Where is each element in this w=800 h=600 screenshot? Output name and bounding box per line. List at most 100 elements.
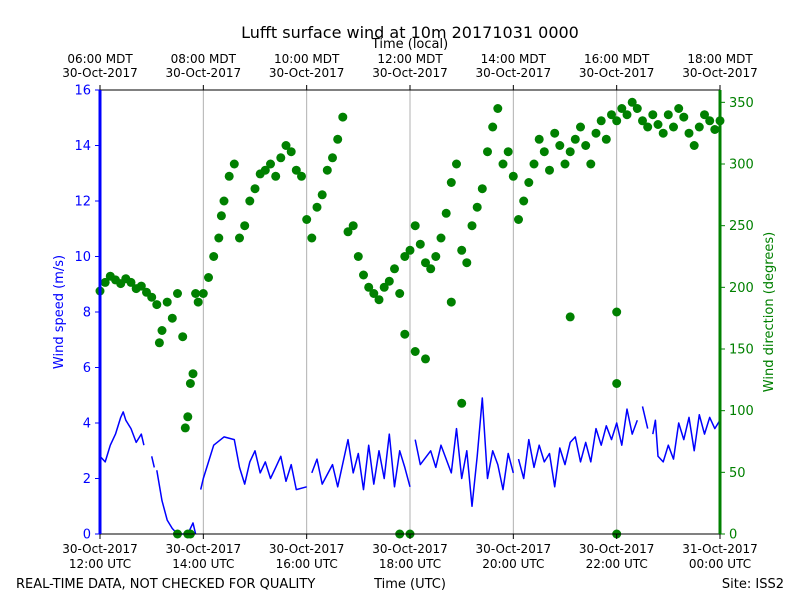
left-tick-label: 10	[74, 250, 91, 265]
wind-speed-line	[517, 408, 639, 488]
wind-direction-point	[214, 233, 224, 243]
wind-direction-point	[612, 379, 622, 388]
top-tick-label-date: 30-Oct-2017	[476, 66, 552, 80]
wind-direction-point	[415, 239, 425, 249]
wind-direction-point	[338, 112, 348, 122]
wind-direction-point	[219, 196, 229, 206]
wind-direction-point	[441, 208, 451, 218]
wind-direction-point	[281, 141, 291, 150]
wind-direction-point	[204, 273, 213, 282]
right-tick-label: 150	[729, 343, 754, 358]
wind-direction-point	[679, 112, 689, 122]
wind-direction-point	[426, 264, 436, 274]
wind-direction-point	[198, 289, 208, 298]
right-tick-label: 200	[729, 281, 754, 296]
wind-direction-point	[322, 165, 332, 175]
wind-direction-point	[224, 171, 234, 181]
wind-speed-series	[99, 397, 721, 535]
bottom-tick-label-time: 18:00 UTC	[379, 557, 441, 571]
right-tick-label: 100	[729, 404, 754, 419]
wind-direction-point	[297, 171, 306, 181]
wind-direction-point	[529, 159, 539, 169]
wind-speed-line	[156, 470, 197, 535]
footer-disclaimer: REAL-TIME DATA, NOT CHECKED FOR QUALITY	[16, 577, 315, 592]
wind-direction-point	[250, 184, 260, 194]
top-tick-label-time: 06:00 MDT	[67, 52, 133, 66]
wind-direction-point	[446, 178, 456, 187]
wind-direction-point	[472, 202, 482, 212]
wind-direction-point	[622, 110, 632, 120]
wind-direction-point	[390, 264, 399, 274]
wind-direction-point	[364, 282, 374, 292]
wind-direction-point	[638, 116, 647, 126]
wind-direction-point	[147, 292, 157, 302]
wind-direction-point	[348, 221, 358, 231]
wind-direction-point	[519, 196, 529, 206]
wind-direction-point	[286, 147, 296, 157]
wind-direction-point	[493, 104, 503, 113]
right-tick-label: 50	[729, 466, 746, 481]
wind-direction-point	[271, 171, 281, 181]
wind-direction-point	[674, 104, 684, 113]
wind-direction-point	[596, 116, 606, 126]
wind-direction-point	[570, 134, 580, 144]
wind-direction-point	[648, 110, 658, 120]
wind-direction-point	[436, 233, 446, 243]
wind-direction-point	[503, 147, 513, 157]
wind-direction-point	[545, 165, 554, 175]
bottom-tick-label-time: 14:00 UTC	[172, 557, 234, 571]
wind-direction-point	[555, 141, 565, 150]
bottom-tick-label-date: 30-Oct-2017	[476, 542, 552, 556]
wind-direction-point	[694, 122, 704, 132]
wind-direction-point	[524, 178, 534, 187]
wind-direction-point	[560, 159, 570, 169]
right-tick-label: 0	[729, 528, 737, 543]
wind-speed-line	[99, 411, 145, 463]
wind-direction-point	[157, 326, 167, 335]
top-tick-label-time: 12:00 MDT	[377, 52, 443, 66]
wind-direction-point	[410, 221, 420, 231]
top-tick-label-time: 08:00 MDT	[171, 52, 237, 66]
left-tick-label: 8	[83, 306, 91, 321]
top-tick-label-date: 30-Oct-2017	[62, 66, 138, 80]
wind-direction-point	[359, 270, 368, 280]
wind-direction-point	[312, 202, 322, 212]
wind-direction-point	[565, 147, 575, 157]
wind-direction-point	[405, 245, 415, 255]
wind-direction-point	[379, 282, 389, 292]
wind-direction-point	[663, 110, 673, 120]
wind-direction-point	[276, 153, 286, 163]
wind-direction-point	[483, 147, 492, 157]
wind-direction-point	[534, 134, 544, 144]
left-axis-label: Wind speed (m/s)	[52, 255, 67, 369]
wind-direction-point	[477, 184, 487, 194]
wind-direction-point	[586, 159, 596, 169]
wind-direction-point	[539, 147, 549, 157]
footer-site: Site: ISS2	[722, 577, 784, 592]
wind-direction-point	[317, 190, 327, 200]
top-axis-label: Time (local)	[371, 37, 448, 52]
wind-direction-point	[710, 125, 720, 134]
wind-direction-point	[185, 379, 195, 388]
wind-direction-point	[307, 233, 317, 243]
wind-direction-point	[178, 332, 188, 342]
wind-direction-point	[431, 252, 441, 261]
wind-direction-point	[617, 104, 627, 113]
bottom-axis-label: Time (UTC)	[373, 577, 446, 592]
top-tick-label-time: 18:00 MDT	[687, 52, 753, 66]
wind-direction-point	[550, 128, 560, 138]
left-tick-label: 2	[83, 472, 91, 487]
bottom-tick-label-time: 12:00 UTC	[69, 557, 131, 571]
left-tick-label: 16	[74, 84, 91, 99]
wind-direction-point	[395, 289, 405, 298]
left-tick-label: 6	[83, 361, 91, 376]
right-tick-label: 300	[729, 158, 754, 173]
left-tick-label: 4	[83, 417, 91, 432]
wind-direction-point	[235, 233, 244, 243]
wind-direction-point	[333, 134, 343, 144]
wind-direction-point	[581, 141, 591, 150]
wind-speed-line	[150, 456, 156, 468]
wind-direction-point	[452, 159, 461, 169]
wind-direction-point	[193, 297, 203, 307]
